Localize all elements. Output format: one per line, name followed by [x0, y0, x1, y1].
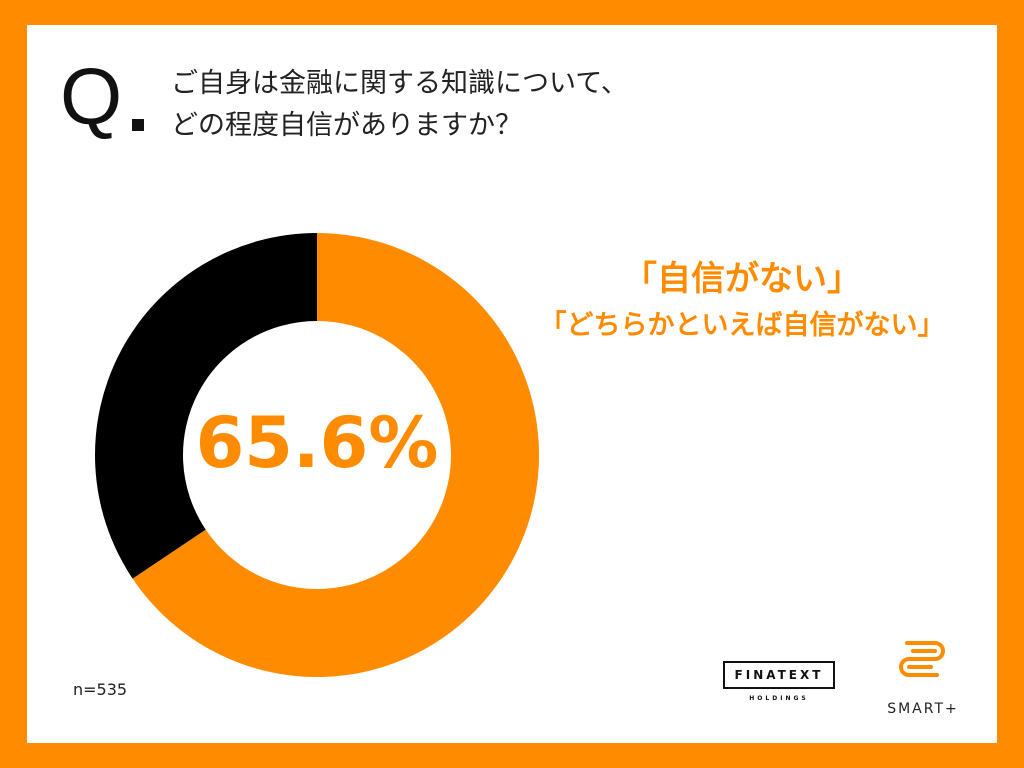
finatext-subtitle: HOLDINGS — [749, 695, 809, 702]
donut-center-percentage: 65.6% — [195, 402, 439, 484]
finatext-logo: FINATEXT HOLDINGS — [723, 661, 839, 715]
answer-labels: 「自信がない」 「どちらかといえば自信がない」 — [497, 253, 987, 347]
question-line-1: ご自身は金融に関する知識について、 — [171, 68, 628, 99]
slide-card: Q ご自身は金融に関する知識について、 どの程度自信がありますか？ 65.6% … — [27, 25, 997, 743]
answer-line-2: 「どちらかといえば自信がない」 — [539, 310, 945, 341]
question-mark-q: Q — [60, 52, 123, 141]
donut-chart — [95, 233, 539, 677]
question-text: ご自身は金融に関する知識について、 どの程度自信がありますか？ — [171, 63, 628, 147]
question-mark-dot — [132, 119, 144, 131]
sample-size: n=535 — [73, 680, 128, 699]
finatext-wordmark: FINATEXT — [723, 661, 835, 689]
question-line-2: どの程度自信がありますか？ — [171, 110, 522, 141]
smart-plus-logo-text: SMART+ — [887, 701, 959, 717]
answer-line-1: 「自信がない」 — [623, 259, 861, 299]
donut-slice-1 — [132, 233, 539, 677]
smart-plus-icon — [899, 641, 945, 677]
donut-slice-2 — [95, 233, 317, 579]
